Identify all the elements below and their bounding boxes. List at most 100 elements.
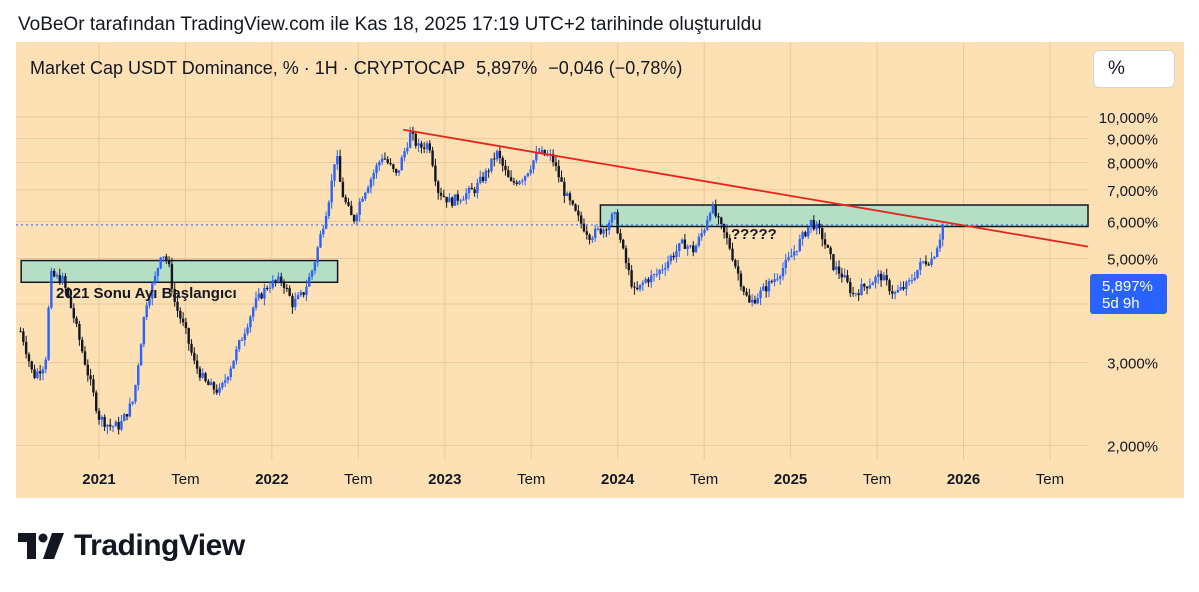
candle-body — [703, 229, 706, 234]
candle-body — [661, 269, 664, 271]
candle-body — [226, 376, 230, 381]
candle-body — [846, 275, 849, 282]
candle-body — [305, 286, 308, 296]
candle-body — [75, 318, 78, 324]
candle-body — [109, 424, 112, 427]
candle-body — [392, 164, 395, 169]
candle-body — [453, 194, 457, 206]
candle-body — [669, 255, 673, 262]
candle-body — [930, 258, 933, 265]
candle-body — [408, 132, 412, 148]
support-resistance-zone — [599, 204, 1089, 228]
candle-body — [666, 261, 670, 268]
candle-body — [893, 292, 897, 294]
candle-body — [302, 292, 305, 296]
candle-body — [467, 187, 471, 194]
candle-body — [804, 232, 807, 237]
candle-body — [81, 339, 84, 352]
candle-body — [647, 279, 650, 283]
candle-body — [41, 369, 45, 374]
candle-body — [145, 305, 148, 318]
price-chart[interactable]: 10,000%9,000%8,000%7,000%6,000%5,000%4,0… — [16, 42, 1184, 498]
candle-body — [739, 273, 743, 287]
candle-body — [731, 248, 734, 261]
x-tick-label: 2021 — [82, 471, 115, 488]
candle-body — [655, 274, 659, 276]
candle-body — [860, 284, 863, 296]
candle-body — [622, 239, 625, 249]
candle-body — [678, 243, 681, 252]
chart-caption: VoBeOr tarafından TradingView.com ile Ka… — [18, 14, 762, 35]
candle-body — [411, 132, 415, 134]
candle-body — [232, 360, 235, 369]
candle-body — [849, 281, 852, 294]
candle-body — [246, 327, 249, 334]
candle-body — [888, 280, 891, 292]
candles — [19, 126, 944, 435]
candle-body — [498, 150, 502, 158]
candle-body — [36, 371, 39, 378]
candle-body — [843, 275, 846, 278]
candle-body — [153, 275, 157, 284]
question-annotation: ????? — [731, 226, 777, 243]
trendline — [16, 128, 1090, 248]
candle-body — [58, 275, 61, 284]
candle-body — [675, 251, 678, 258]
candle-body — [83, 351, 87, 365]
unit-button[interactable]: % — [1093, 50, 1175, 88]
candle-body — [826, 244, 830, 248]
candle-body — [714, 204, 717, 217]
support-resistance-zone — [20, 259, 339, 284]
candle-body — [190, 343, 193, 353]
candle-body — [277, 276, 280, 282]
x-tick-label: 2024 — [601, 471, 635, 488]
candle-body — [260, 293, 263, 299]
candle-body — [442, 195, 446, 197]
candle-body — [229, 368, 232, 377]
candle-body — [249, 316, 252, 328]
candle-body — [919, 261, 922, 270]
candle-body — [588, 234, 591, 240]
candle-body — [414, 133, 417, 146]
candle-body — [341, 181, 345, 198]
candle-body — [941, 224, 944, 240]
candle-body — [445, 196, 448, 203]
chart-area[interactable]: 10,000%9,000%8,000%7,000%6,000%5,000%4,0… — [16, 42, 1184, 498]
candle-body — [344, 197, 347, 203]
candle-body — [355, 214, 359, 222]
candle-body — [644, 279, 647, 283]
candle-body — [181, 318, 185, 323]
x-tick-label: Tem — [344, 471, 372, 488]
candle-body — [523, 176, 527, 181]
candle-body — [193, 352, 196, 361]
candle-body — [708, 213, 712, 221]
candle-body — [787, 257, 790, 260]
candle-body — [607, 222, 611, 231]
candle-body — [431, 150, 434, 166]
legend-value: 5,897% — [476, 58, 538, 78]
candle-body — [837, 266, 841, 274]
candle-body — [291, 295, 294, 308]
candle-body — [579, 215, 583, 224]
candle-body — [215, 389, 218, 393]
candle-body — [383, 158, 387, 160]
candle-body — [927, 264, 930, 266]
candle-body — [694, 245, 698, 253]
candle-body — [456, 194, 460, 201]
candle-body — [616, 212, 619, 234]
descending-trendline — [403, 128, 1089, 248]
candle-body — [801, 232, 804, 240]
candle-body — [375, 165, 378, 174]
candle-body — [221, 382, 224, 388]
candle-body — [874, 276, 877, 283]
price-tag-countdown: 5d 9h — [1102, 295, 1140, 312]
x-tick-label: Tem — [171, 471, 199, 488]
candle-body — [142, 317, 146, 345]
candle-body — [176, 301, 179, 311]
candle-body — [195, 360, 199, 369]
candle-body — [274, 280, 277, 282]
candle-body — [462, 199, 465, 201]
candle-body — [313, 262, 317, 271]
candle-body — [734, 260, 737, 267]
candle-body — [854, 293, 858, 295]
